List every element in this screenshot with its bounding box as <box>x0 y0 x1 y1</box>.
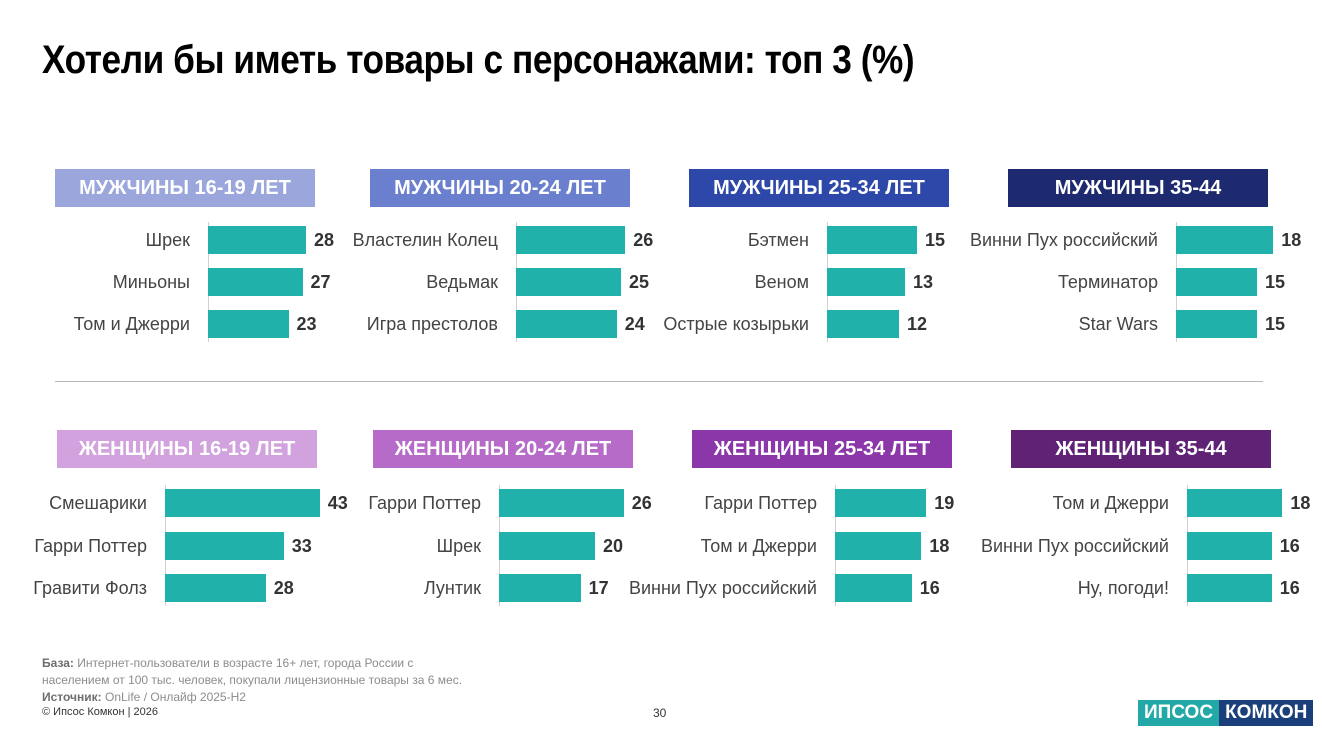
value-label: 33 <box>291 536 312 556</box>
chart-title: ЖЕНЩИНЫ 35-44 <box>1011 430 1271 468</box>
ipsos-comcon-logo: ИПСОС КОМКОН <box>1138 700 1314 726</box>
value-label: 23 <box>296 314 317 334</box>
copyright: © Ипсос Комкон | 2026 <box>42 706 158 718</box>
category-label: Шрек <box>145 230 190 250</box>
bar <box>1176 226 1274 254</box>
bar <box>165 489 320 517</box>
page-number: 30 <box>653 706 667 720</box>
category-label: Гравити Фолз <box>33 578 147 598</box>
value-label: 18 <box>929 536 950 556</box>
bar <box>516 226 626 254</box>
value-label: 26 <box>633 230 654 250</box>
category-label: Острые козырьки <box>663 314 809 334</box>
bar <box>499 489 624 517</box>
page-title: Хотели бы иметь товары с персонажами: то… <box>42 38 915 82</box>
category-label: Игра престолов <box>366 314 498 334</box>
chart-title: ЖЕНЩИНЫ 20-24 ЛЕТ <box>373 430 633 468</box>
bar <box>1176 268 1257 296</box>
category-label: Гарри Поттер <box>34 536 147 556</box>
value-label: 27 <box>310 272 331 292</box>
category-label: Веном <box>754 272 809 292</box>
category-label: Смешарики <box>49 493 147 513</box>
bar <box>499 574 581 602</box>
category-label: Винни Пух российский <box>980 536 1169 556</box>
bar <box>516 268 621 296</box>
value-label: 16 <box>1279 578 1300 598</box>
footer-note: База: Интернет-пользователи в возрасте 1… <box>42 655 462 706</box>
value-label: 17 <box>588 578 609 598</box>
value-label: 13 <box>913 272 934 292</box>
bar <box>1187 532 1272 560</box>
chart-title: ЖЕНЩИНЫ 25-34 ЛЕТ <box>692 430 952 468</box>
category-label: Star Wars <box>1078 314 1158 334</box>
category-label: Гарри Поттер <box>704 493 817 513</box>
chart-title: МУЖЧИНЫ 35-44 <box>1008 169 1268 207</box>
value-label: 15 <box>925 230 946 250</box>
base-text-2: населением от 100 тыс. человек, покупали… <box>42 673 463 687</box>
value-label: 18 <box>1281 230 1302 250</box>
logo-part-comcon: КОМКОН <box>1219 700 1314 726</box>
category-label: Том и Джерри <box>1052 493 1169 513</box>
category-label: Том и Джерри <box>73 314 190 334</box>
bar <box>208 310 289 338</box>
value-label: 19 <box>934 493 955 513</box>
base-text: Интернет-пользователи в возрасте 16+ лет… <box>77 656 414 670</box>
chart-title: ЖЕНЩИНЫ 16-19 ЛЕТ <box>57 430 317 468</box>
bar <box>835 574 912 602</box>
bar <box>1176 310 1257 338</box>
chart-title: МУЖЧИНЫ 16-19 ЛЕТ <box>55 169 315 207</box>
bar <box>827 268 905 296</box>
category-label: Винни Пух российский <box>628 578 817 598</box>
value-label: 20 <box>603 536 624 556</box>
logo-part-ipsos: ИПСОС <box>1138 700 1220 726</box>
value-label: 28 <box>314 230 335 250</box>
base-label: База: <box>42 656 74 670</box>
category-label: Терминатор <box>1057 272 1158 292</box>
bar <box>208 226 306 254</box>
bar <box>827 226 917 254</box>
category-label: Лунтик <box>423 578 481 598</box>
value-label: 24 <box>624 314 645 334</box>
category-label: Том и Джерри <box>700 536 817 556</box>
value-label: 43 <box>327 493 348 513</box>
bar <box>1187 489 1283 517</box>
chart-title: МУЖЧИНЫ 20-24 ЛЕТ <box>370 169 630 207</box>
bar <box>516 310 617 338</box>
category-label: Миньоны <box>112 272 190 292</box>
bar <box>165 574 266 602</box>
bar <box>165 532 284 560</box>
value-label: 12 <box>907 314 928 334</box>
source-text: OnLife / Онлайф 2025-H2 <box>105 690 246 704</box>
bar <box>835 532 922 560</box>
category-label: Властелин Колец <box>352 230 498 250</box>
value-label: 15 <box>1265 314 1286 334</box>
category-label: Ну, погоди! <box>1077 578 1169 598</box>
value-label: 16 <box>919 578 940 598</box>
source-label: Источник: <box>42 690 102 704</box>
bar <box>499 532 595 560</box>
chart-title: МУЖЧИНЫ 25-34 ЛЕТ <box>689 169 949 207</box>
value-label: 26 <box>631 493 652 513</box>
value-label: 18 <box>1290 493 1311 513</box>
category-label: Винни Пух российский <box>969 230 1158 250</box>
category-label: Бэтмен <box>747 230 809 250</box>
bar <box>1187 574 1272 602</box>
bar <box>827 310 899 338</box>
value-label: 16 <box>1279 536 1300 556</box>
category-label: Шрек <box>436 536 481 556</box>
value-label: 28 <box>273 578 294 598</box>
category-label: Гарри Поттер <box>368 493 481 513</box>
category-label: Ведьмак <box>426 272 498 292</box>
value-label: 15 <box>1265 272 1286 292</box>
bar <box>208 268 303 296</box>
bar <box>835 489 927 517</box>
divider <box>55 381 1263 382</box>
value-label: 25 <box>629 272 650 292</box>
